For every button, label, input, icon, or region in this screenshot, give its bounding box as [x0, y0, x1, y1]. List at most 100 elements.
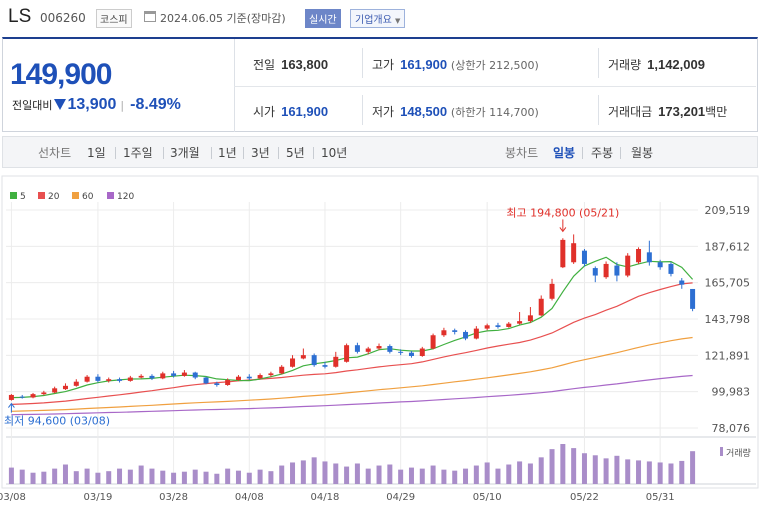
lower-limit: (하한가 114,700)	[450, 106, 539, 119]
divider	[598, 48, 599, 78]
volume-bar	[517, 461, 523, 484]
candle-body	[160, 373, 166, 379]
candle-body	[52, 388, 58, 393]
candle-body	[246, 376, 252, 379]
candle-daily[interactable]: 일봉	[553, 146, 576, 160]
divider	[211, 147, 212, 159]
candle-body	[398, 351, 404, 353]
candle-body	[495, 325, 501, 327]
candle-body	[463, 331, 469, 339]
volume-bar	[527, 463, 533, 484]
candle-body	[538, 298, 544, 316]
y-tick-label: 78,076	[712, 422, 751, 435]
candle-body	[171, 373, 177, 376]
volume-bar	[246, 472, 252, 484]
amount-label: 거래대금	[608, 105, 653, 119]
candle-body	[646, 252, 652, 263]
legend-ma5: 5	[10, 192, 26, 202]
legend-swatch	[72, 192, 79, 199]
divider	[278, 147, 279, 159]
period-5y[interactable]: 5년	[286, 146, 305, 160]
candle-body	[268, 373, 274, 376]
y-tick-label: 99,983	[712, 386, 751, 399]
amount-unit: 백만	[705, 105, 728, 119]
volume-bar	[192, 469, 198, 484]
candle-body	[419, 348, 425, 356]
legend-swatch	[10, 192, 17, 199]
volume-bar	[452, 470, 458, 484]
realtime-button[interactable]: 실시간	[305, 9, 341, 28]
volume-label: 거래량	[608, 58, 642, 72]
volume-bar	[603, 458, 609, 484]
candle-body	[62, 385, 68, 390]
volume-bar	[225, 468, 231, 484]
divider	[243, 147, 244, 159]
legend-ma20: 20	[38, 192, 59, 202]
candle-body	[149, 375, 155, 379]
volume-bar	[311, 457, 317, 484]
period-10y[interactable]: 10년	[321, 146, 348, 160]
candle-body	[581, 250, 587, 264]
period-1w[interactable]: 1주일	[123, 146, 153, 160]
y-tick-label: 165,705	[705, 277, 751, 290]
divider	[362, 95, 363, 125]
volume-bar	[257, 469, 263, 484]
volume-bar	[495, 468, 501, 484]
candle-body	[657, 262, 663, 268]
open-value: 161,900	[281, 104, 329, 119]
legend-ma60: 60	[72, 192, 93, 202]
quote-panel	[2, 37, 758, 132]
change-amount: 13,900	[67, 96, 117, 113]
company-info-dropdown[interactable]: 기업개요 ▼	[350, 9, 406, 28]
volume-bar	[560, 444, 566, 484]
volume-bar	[690, 451, 696, 484]
candle-body	[484, 325, 490, 329]
volume-bar	[571, 448, 577, 484]
candle-chart-label: 봉차트	[505, 146, 539, 160]
period-3m[interactable]: 3개월	[170, 146, 200, 160]
candle-body	[203, 377, 209, 384]
high-label: 고가	[372, 58, 395, 72]
candle-body	[235, 376, 241, 381]
candle-body	[106, 379, 112, 381]
candle-body	[73, 381, 79, 386]
period-1y[interactable]: 1년	[218, 146, 237, 160]
market-badge: 코스피	[96, 9, 132, 28]
period-3y[interactable]: 3년	[251, 146, 270, 160]
divider	[620, 147, 621, 159]
candle-body	[527, 315, 533, 322]
candle-monthly[interactable]: 월봉	[631, 146, 654, 160]
open-label: 시가	[253, 105, 276, 119]
divider	[234, 86, 756, 87]
low-value: 148,500	[400, 104, 448, 119]
volume-bar	[646, 461, 652, 484]
ma20-line	[11, 282, 693, 405]
volume-bar	[117, 468, 123, 484]
volume-bar	[52, 468, 58, 484]
volume-bar	[41, 471, 47, 484]
divider	[313, 147, 314, 159]
volume-bar	[322, 461, 328, 484]
ma120-line	[11, 374, 693, 416]
volume-bar	[463, 468, 469, 484]
divider	[598, 95, 599, 125]
candle-body	[690, 288, 696, 309]
candle-body	[679, 280, 685, 285]
x-tick-label: 04/29	[386, 492, 415, 503]
candle-body	[668, 263, 674, 274]
volume-bar	[484, 462, 490, 484]
volume-bar	[138, 465, 144, 484]
candle-body	[344, 345, 350, 362]
candle-body	[473, 328, 479, 339]
stock-header: LS 006260 코스피 2024.06.05 기준(장마감) 실시간 기업개…	[0, 0, 760, 36]
candle-body	[127, 377, 133, 381]
volume-bar	[171, 472, 177, 484]
y-tick-label: 187,612	[705, 240, 751, 253]
volume-bar	[62, 464, 68, 484]
candle-body	[592, 268, 598, 276]
volume-bar	[614, 455, 620, 484]
high-price: 고가 161,900 (상한가 212,500)	[372, 56, 539, 73]
candle-weekly[interactable]: 주봉	[591, 146, 614, 160]
period-1d[interactable]: 1일	[87, 146, 106, 160]
